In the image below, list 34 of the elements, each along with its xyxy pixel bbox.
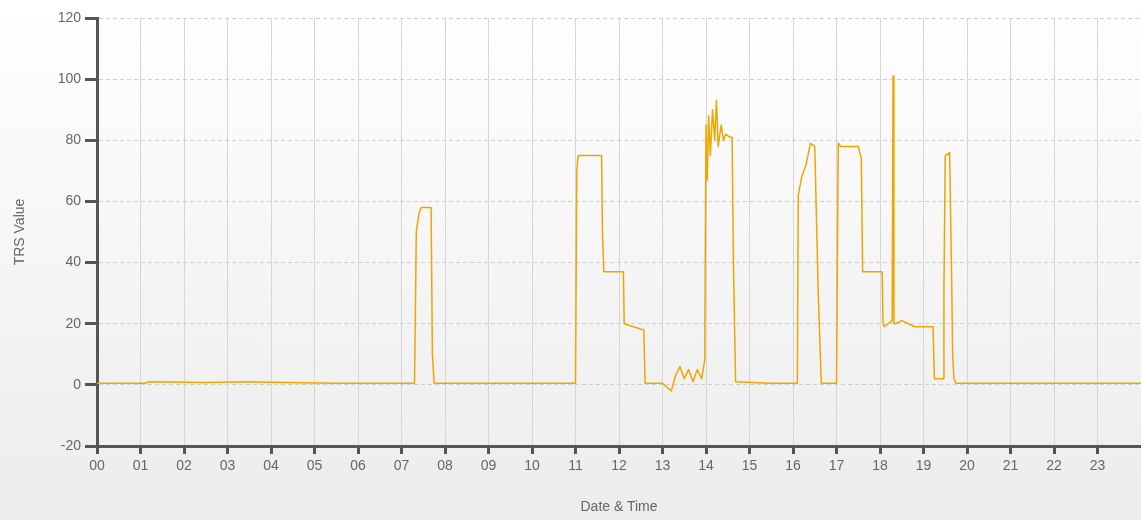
- x-tick-label: 06: [350, 457, 366, 474]
- x-tick-label: 01: [132, 457, 149, 474]
- x-tick-label: 18: [872, 457, 888, 474]
- x-tick-label: 11: [568, 457, 583, 474]
- y-tick-label: 0: [73, 375, 82, 392]
- x-tick-label: 13: [654, 457, 671, 474]
- y-tick-label: 100: [57, 70, 82, 86]
- y-tick-label: 60: [65, 192, 82, 209]
- y-tick-label: -20: [60, 436, 82, 453]
- y-tick-label: 120: [57, 8, 82, 25]
- y-axis-title: TRS Value: [11, 198, 28, 266]
- x-tick-label: 20: [959, 457, 975, 474]
- y-tick-label: 80: [65, 131, 82, 148]
- x-tick-label: 03: [219, 457, 236, 474]
- x-tick-label: 08: [437, 457, 453, 474]
- x-tick-label: 12: [611, 457, 627, 474]
- x-tick-label: 17: [828, 457, 845, 474]
- x-tick-label: 10: [524, 457, 540, 474]
- x-tick-label: 15: [741, 457, 758, 474]
- x-tick-label: 16: [785, 457, 801, 474]
- x-tick-label: 23: [1089, 457, 1106, 474]
- x-tick-label: 14: [698, 457, 714, 474]
- x-tick-label: 22: [1046, 457, 1062, 474]
- x-axis-title: Date & Time: [580, 498, 658, 515]
- x-tick-label: 09: [480, 457, 497, 474]
- x-tick-label: 05: [306, 457, 323, 474]
- y-tick-label: 40: [65, 253, 82, 270]
- x-tick-label: 07: [393, 457, 410, 474]
- x-tick-label: 04: [263, 457, 279, 474]
- x-tick-label: 19: [915, 457, 932, 474]
- x-tick-label: 00: [89, 457, 105, 474]
- x-tick-label: 21: [1002, 457, 1019, 474]
- x-tick-label: 02: [176, 457, 192, 474]
- y-tick-label: 20: [65, 314, 82, 331]
